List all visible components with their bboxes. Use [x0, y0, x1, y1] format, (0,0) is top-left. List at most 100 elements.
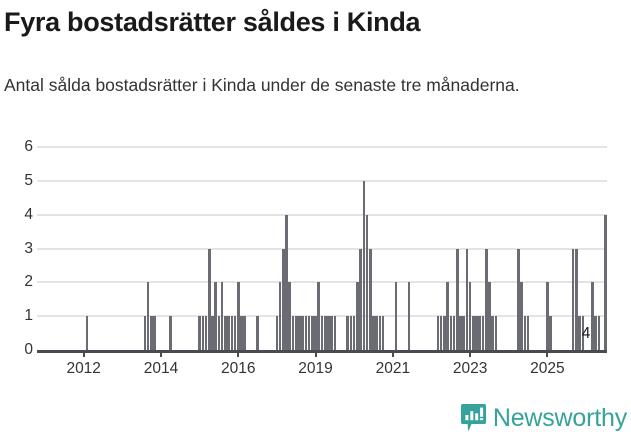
bar[interactable] — [571, 248, 575, 350]
bar[interactable] — [146, 282, 150, 350]
bar[interactable] — [546, 282, 549, 350]
bar[interactable] — [288, 282, 292, 350]
bar[interactable] — [488, 282, 491, 350]
bar[interactable] — [243, 316, 246, 350]
bar[interactable] — [449, 316, 453, 350]
bar[interactable] — [220, 282, 224, 350]
bar[interactable] — [517, 248, 520, 350]
bar[interactable] — [204, 316, 208, 350]
bar[interactable] — [378, 316, 382, 350]
x-axis-tick-label: 2025 — [530, 360, 565, 377]
y-axis-tick-label: 3 — [24, 239, 33, 257]
bar[interactable] — [468, 282, 472, 350]
bar[interactable] — [443, 316, 446, 350]
bar[interactable] — [381, 316, 385, 350]
bar[interactable] — [227, 316, 230, 350]
bar[interactable] — [143, 316, 147, 350]
bar[interactable] — [575, 248, 578, 350]
bar[interactable] — [275, 316, 279, 350]
bar[interactable] — [233, 316, 237, 350]
bar[interactable] — [256, 316, 259, 350]
bar[interactable] — [394, 282, 398, 350]
bar[interactable] — [549, 316, 552, 350]
bar[interactable] — [294, 316, 298, 350]
bar[interactable] — [359, 248, 362, 350]
bar[interactable] — [526, 316, 530, 350]
y-axis-tick-label: 5 — [24, 171, 33, 189]
bar[interactable] — [578, 316, 581, 350]
bar[interactable] — [224, 316, 227, 350]
bar[interactable] — [484, 248, 488, 350]
bar[interactable] — [475, 316, 478, 350]
bar[interactable] — [314, 316, 317, 350]
bar[interactable] — [320, 316, 324, 350]
bar[interactable] — [439, 316, 443, 350]
bar[interactable] — [581, 316, 585, 350]
bar[interactable] — [282, 248, 285, 350]
bar[interactable] — [462, 316, 465, 350]
x-axis-labels: 2012 2014 2016 2019 2021 2023 2025 — [37, 359, 607, 383]
bar[interactable] — [285, 214, 288, 350]
bar[interactable] — [604, 214, 607, 350]
bar[interactable] — [436, 316, 440, 350]
bar[interactable] — [301, 316, 304, 350]
bar[interactable] — [278, 282, 282, 350]
bar[interactable] — [298, 316, 301, 350]
y-axis-tick-label: 4 — [24, 205, 33, 223]
bar[interactable] — [311, 316, 314, 350]
bar[interactable] — [597, 316, 601, 350]
bar[interactable] — [494, 316, 498, 350]
chart-footer: Newsworthy — [0, 400, 631, 439]
bar[interactable] — [198, 316, 201, 350]
bar[interactable] — [349, 316, 353, 350]
bar[interactable] — [201, 316, 205, 350]
bar[interactable] — [333, 316, 337, 350]
bar[interactable] — [362, 180, 366, 350]
bar[interactable] — [520, 282, 523, 350]
bar[interactable] — [369, 248, 372, 350]
bar[interactable] — [491, 316, 494, 350]
bar[interactable] — [591, 282, 594, 350]
bar[interactable] — [153, 316, 156, 350]
bar[interactable] — [356, 282, 359, 350]
bar[interactable] — [346, 316, 350, 350]
bar[interactable] — [207, 248, 211, 350]
bar[interactable] — [478, 316, 482, 350]
bar[interactable] — [169, 316, 172, 350]
bar[interactable] — [452, 316, 456, 350]
bar[interactable] — [317, 282, 321, 350]
bar[interactable] — [211, 316, 214, 350]
bar[interactable] — [217, 316, 221, 350]
bar[interactable] — [481, 316, 485, 350]
bar[interactable] — [594, 316, 598, 350]
bar[interactable] — [352, 316, 356, 350]
x-axis-tick — [159, 350, 162, 357]
bar[interactable] — [472, 316, 475, 350]
bar[interactable] — [323, 316, 327, 350]
bar[interactable] — [330, 316, 333, 350]
bar[interactable] — [304, 316, 308, 350]
bar[interactable] — [523, 316, 527, 350]
bar[interactable] — [459, 316, 462, 350]
bar[interactable] — [236, 282, 240, 350]
bar[interactable] — [291, 316, 295, 350]
bar[interactable] — [85, 316, 89, 350]
bar[interactable] — [240, 316, 243, 350]
page-title: Fyra bostadsrätter såldes i Kinda — [4, 7, 421, 37]
bar[interactable] — [455, 248, 459, 350]
x-axis-tick — [469, 350, 472, 357]
bar[interactable] — [214, 282, 218, 350]
bar[interactable] — [465, 248, 469, 350]
bar[interactable] — [372, 316, 375, 350]
bar[interactable] — [375, 316, 379, 350]
bar[interactable] — [327, 316, 330, 350]
bar[interactable] — [150, 316, 153, 350]
y-axis-tick-label: 6 — [24, 138, 33, 155]
bar[interactable] — [446, 282, 449, 350]
bar[interactable] — [230, 316, 234, 350]
x-axis-tick — [82, 350, 85, 357]
gridline — [37, 281, 607, 284]
bar[interactable] — [407, 282, 411, 350]
bar[interactable] — [307, 316, 311, 350]
bar[interactable] — [365, 214, 369, 350]
